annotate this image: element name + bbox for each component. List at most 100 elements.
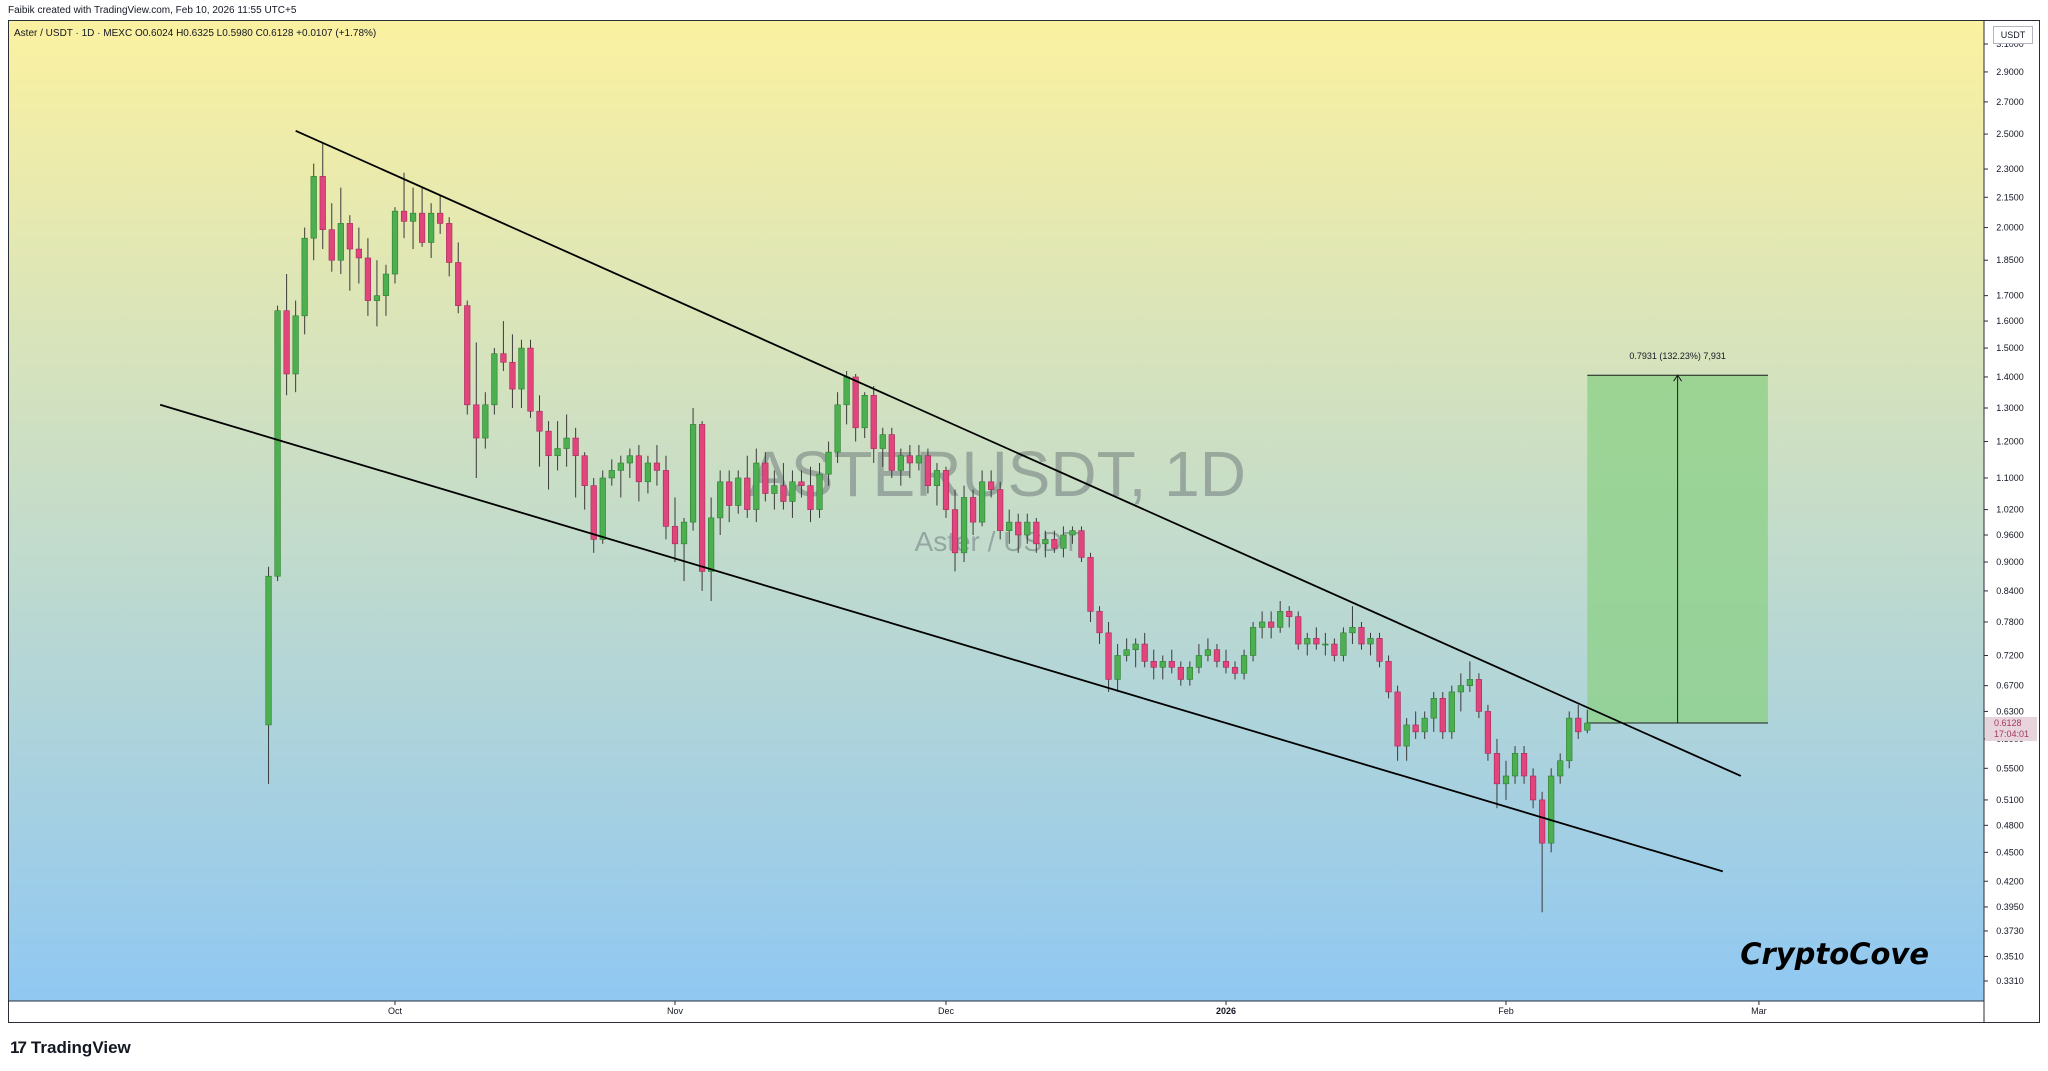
- candle-body: [753, 462, 760, 510]
- candle-body: [1457, 685, 1464, 693]
- candle-body: [518, 347, 525, 390]
- candle-body: [1539, 799, 1546, 844]
- price-tick-label: 0.8400: [1996, 586, 2024, 596]
- candle-body: [382, 273, 390, 296]
- candle-body: [599, 477, 606, 540]
- tradingview-logo[interactable]: 17 TradingView: [10, 1038, 131, 1058]
- time-scale-background: [9, 1001, 1984, 1022]
- candle-body: [608, 470, 615, 479]
- candle-body: [590, 485, 597, 540]
- price-tick-label: 3.1000: [1996, 39, 2024, 49]
- candle-body: [1520, 753, 1528, 777]
- last-price-label: 0.6128: [1994, 718, 2022, 728]
- candle-body: [1511, 753, 1519, 777]
- candle-body: [951, 509, 959, 554]
- candle-body: [346, 223, 353, 250]
- candle-body: [816, 473, 823, 510]
- candle-body: [554, 448, 561, 457]
- time-tick-label: 2026: [1216, 1006, 1236, 1016]
- candle-body: [364, 257, 372, 301]
- candle-body: [1078, 530, 1085, 558]
- price-tick-label: 0.7800: [1996, 617, 2024, 627]
- candle-body: [1557, 760, 1564, 777]
- candle-body: [689, 424, 697, 523]
- candle-body: [418, 212, 426, 243]
- candle-body: [635, 455, 642, 483]
- candle-body: [1015, 521, 1022, 536]
- price-tick-label: 0.5100: [1996, 795, 2024, 805]
- price-tick-label: 0.6300: [1996, 706, 2024, 716]
- candle-body: [437, 212, 444, 224]
- candle-body: [699, 424, 706, 572]
- candle-body: [1177, 666, 1184, 680]
- candle-body: [979, 481, 986, 523]
- time-tick-label: Mar: [1751, 1006, 1767, 1016]
- trendlines-group[interactable]: [159, 129, 1742, 873]
- candle-body: [391, 210, 399, 275]
- price-tick-label: 0.5500: [1996, 763, 2024, 773]
- candle-body: [545, 430, 552, 457]
- candle-body: [1394, 691, 1401, 747]
- chart-canvas[interactable]: ASTERUSDT, 1D Aster / USDT 3.10002.90002…: [9, 21, 2040, 1023]
- candle-body: [1367, 638, 1374, 645]
- candle-body: [933, 470, 941, 486]
- candle-body: [1114, 655, 1121, 680]
- price-tick-label: 1.0200: [1996, 505, 2024, 515]
- chart-frame[interactable]: ASTERUSDT, 1D Aster / USDT 3.1000 2.9000 2…: [8, 20, 2040, 1023]
- time-tick-label: Oct: [388, 1006, 403, 1016]
- currency-badge[interactable]: USDT: [1993, 26, 2033, 44]
- candle-body: [1132, 643, 1139, 651]
- candle-body: [644, 462, 652, 483]
- candle-body: [897, 455, 904, 471]
- candle-body: [274, 310, 281, 577]
- price-tick-label: 2.7000: [1996, 97, 2024, 107]
- countdown-label: 17:04:01: [1994, 729, 2029, 739]
- price-tick-label: 1.8500: [1996, 255, 2024, 265]
- candle-body: [482, 404, 489, 439]
- target-arrow-head: [1673, 374, 1683, 382]
- candle-body: [744, 477, 751, 510]
- price-tick-label: 0.7200: [1996, 650, 2024, 660]
- candle-body: [1304, 638, 1311, 645]
- candle-body: [1584, 722, 1591, 731]
- candle-body: [1150, 661, 1157, 668]
- brand-text: CryptoCove: [1740, 937, 1929, 971]
- price-axis[interactable]: 3.1000 2.9000 2.7000 2.5000 2.3000 2.1500 2.00…: [1984, 39, 2024, 986]
- candle-body: [1087, 557, 1094, 612]
- price-tick-label: 0.3730: [1996, 926, 2024, 936]
- symbol-info[interactable]: Aster / USDT · 1D · MEXC O0.6024 H0.6325…: [14, 28, 377, 39]
- candle-body: [1096, 611, 1103, 634]
- candle-body: [355, 248, 362, 259]
- price-tick-label: 1.2000: [1996, 437, 2024, 447]
- candle-body: [301, 237, 308, 317]
- candle-body: [662, 470, 670, 527]
- price-tick-label: 0.3310: [1996, 976, 2024, 986]
- candle-body: [789, 481, 796, 502]
- candle-body: [1566, 717, 1573, 762]
- price-tick-label: 2.9000: [1996, 67, 2024, 77]
- candle-body: [1213, 649, 1221, 662]
- candle-body: [1222, 661, 1230, 668]
- candle-body: [1069, 530, 1076, 536]
- candle-body: [1159, 661, 1166, 668]
- candle-body: [283, 310, 290, 375]
- price-tick-label: 2.0000: [1996, 223, 2024, 233]
- candle-body: [870, 395, 877, 449]
- candle-body: [1412, 724, 1419, 733]
- candle-body: [1502, 775, 1510, 785]
- candle-body: [825, 451, 832, 475]
- candle-body: [879, 434, 886, 449]
- candle-body: [617, 462, 624, 471]
- price-tick-label: 0.4800: [1996, 820, 2024, 830]
- candle-body: [852, 376, 859, 429]
- candle-body: [1141, 643, 1148, 662]
- time-axis[interactable]: Oct Nov Dec 2026 Feb Mar: [388, 1001, 1767, 1016]
- price-tick-label: 1.7000: [1996, 291, 2024, 301]
- candle-body: [428, 212, 435, 243]
- candle-body: [328, 229, 335, 261]
- target-box-group[interactable]: [1587, 374, 1768, 724]
- candle-body: [1430, 698, 1437, 719]
- candle-body: [1286, 611, 1293, 617]
- candle-body: [1024, 521, 1031, 536]
- time-tick-label: Dec: [938, 1006, 955, 1016]
